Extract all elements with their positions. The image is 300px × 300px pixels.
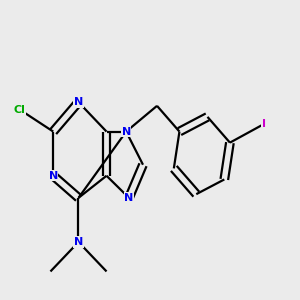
Text: N: N (49, 171, 58, 181)
Text: N: N (124, 193, 134, 203)
Text: N: N (122, 127, 131, 136)
Text: N: N (74, 97, 83, 107)
Text: Cl: Cl (14, 104, 26, 115)
Text: N: N (74, 237, 83, 247)
Text: I: I (262, 119, 266, 129)
